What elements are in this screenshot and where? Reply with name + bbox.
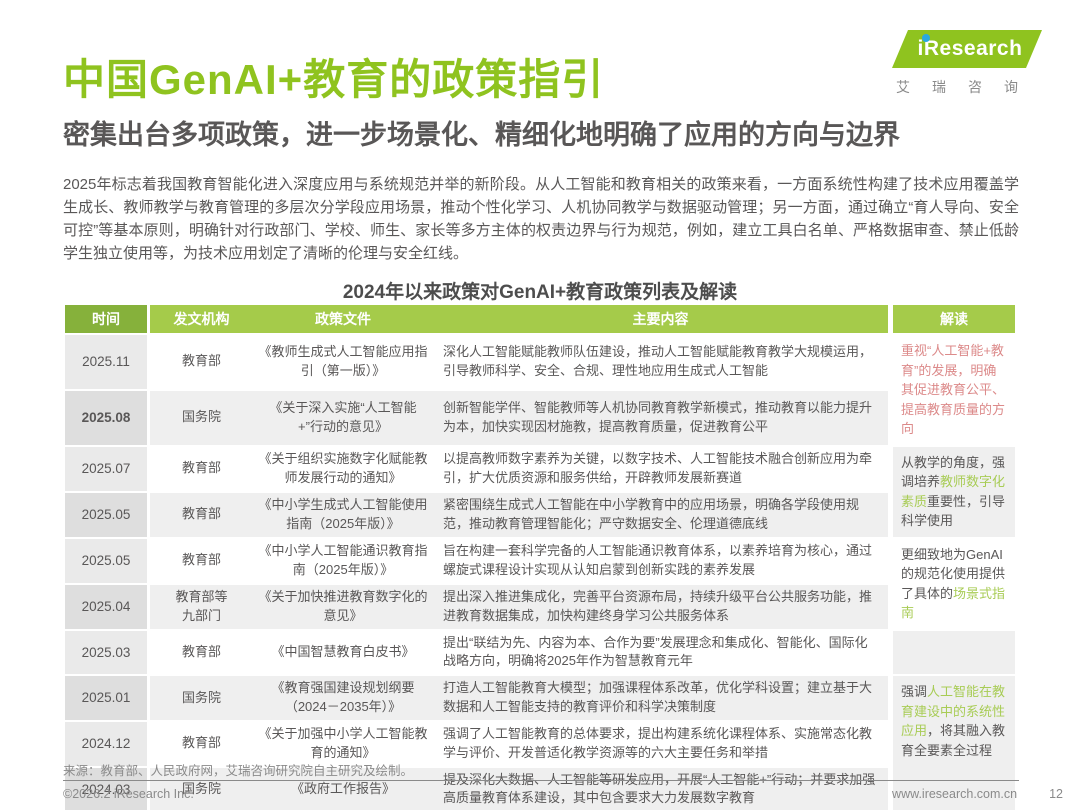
interp-cell: 更细致地为GenAI的规范化使用提供了具体的场景式指南 <box>893 538 1015 629</box>
column-header-org: 发文机构 <box>150 305 253 333</box>
cell-content: 深化人工智能赋能教师队伍建设，推动人工智能赋能教育教学大规模运用，引导教师科学、… <box>433 335 893 389</box>
website-link[interactable]: www.iresearch.com.cn <box>892 787 1018 801</box>
copyright-label: ©2026.2 iResearch Inc. <box>63 787 194 801</box>
cell-time: 2025.07 <box>65 446 150 491</box>
logo-green-parallelogram: iResearch <box>892 30 1042 68</box>
footer-divider <box>63 780 1019 781</box>
column-header-time: 时间 <box>65 305 150 333</box>
cell-time: 2025.01 <box>65 676 150 720</box>
source-note: 来源：教育部、人民政府网，艾瑞咨询研究院自主研究及绘制。 <box>63 764 414 778</box>
logo-brand-text: iResearch <box>917 37 1023 60</box>
cell-doc: 《教育强国建设规划纲要（2024－2035年）》 <box>253 676 433 720</box>
cell-doc: 《关于组织实施数字化赋能教师发展行动的通知》 <box>253 446 433 491</box>
column-header-doc: 政策文件 <box>253 305 433 333</box>
cell-time: 2025.03 <box>65 630 150 675</box>
cell-time: 2025.11 <box>65 335 150 389</box>
cell-content: 旨在构建一套科学完备的人工智能通识教育体系，以素养培育为核心，通过螺旋式课程设计… <box>433 538 893 583</box>
column-header-interp: 解读 <box>893 305 1015 333</box>
interp-cell: 重视“人工智能+教育”的发展，明确其促进教育公平、提高教育质量的方向 <box>893 335 1015 445</box>
cell-org: 教育部 <box>150 630 253 675</box>
cell-time: 2025.05 <box>65 538 150 583</box>
cell-doc: 《关于深入实施“人工智能+”行动的意见》 <box>253 390 433 445</box>
cell-org: 教育部 <box>150 446 253 491</box>
cell-org: 国务院 <box>150 676 253 720</box>
interp-segment: 人工智能在教育建设中的系统性应用 <box>901 684 1006 739</box>
cell-content: 打造人工智能教育大模型；加强课程体系改革，优化学科设置；建立基于大数据和人工智能… <box>433 676 893 720</box>
cell-content: 以提高教师数字素养为关键，以数字技术、人工智能技术融合创新应用为牵引，扩大优质资… <box>433 446 893 491</box>
cell-doc: 《中小学生成式人工智能使用指南（2025年版）》 <box>253 492 433 537</box>
policy-table: 时间 发文机构 政策文件 主要内容 解读 2025.11 教育部 《教师生成式人工智… <box>65 305 1015 810</box>
page-subtitle: 密集出台多项政策，进一步场景化、精细化地明确了应用的方向与边界 <box>63 120 900 150</box>
cell-org: 教育部等 九部门 <box>150 584 253 629</box>
cell-org: 教育部 <box>150 492 253 537</box>
cell-time: 2025.08 <box>65 390 150 445</box>
cell-content: 提出深入推进集成化，完善平台资源布局，持续升级平台公共服务功能，推进教育数据集成… <box>433 584 893 629</box>
cell-time: 2025.04 <box>65 584 150 629</box>
cell-org: 国务院 <box>150 767 253 810</box>
interp-cell: 强调人工智能在教育建设中的系统性应用，将其融入教育全要素全过程 <box>893 676 1015 810</box>
interp-cell <box>893 630 1015 675</box>
interp-segment: 场景式指南 <box>901 585 1006 621</box>
cell-time: 2025.05 <box>65 492 150 537</box>
cell-content: 紧密围绕生成式人工智能在中小学教育中的应用场景，明确各学段使用规范，推动教育管理… <box>433 492 893 537</box>
interp-segment: 重视“人工智能+教育”的发展，明确其促进教育公平、提高教育质量的方向 <box>901 343 1006 436</box>
cell-doc: 《关于加快推进教育数字化的意见》 <box>253 584 433 629</box>
intro-paragraph: 2025年标志着我国教育智能化进入深度应用与系统规范并举的新阶段。从人工智能和教… <box>63 176 1019 262</box>
cell-doc: 《中国智慧教育白皮书》 <box>253 630 433 675</box>
footer-bar: ©2026.2 iResearch Inc. www.iresearch.com… <box>63 787 1063 801</box>
logo-blue-dot-icon <box>922 34 930 42</box>
interp-segment: 重要性，引导科学使用 <box>901 493 1006 529</box>
cell-time: 2024.12 <box>65 721 150 766</box>
cell-content: 提出“联结为先、内容为本、合作为要”发展理念和集成化、智能化、国际化战略方向，明… <box>433 630 893 675</box>
column-header-content: 主要内容 <box>433 305 893 333</box>
cell-doc: 《关于加强中小学人工智能教育的通知》 <box>253 721 433 766</box>
cell-content: 提及深化大数据、人工智能等研发应用，开展“人工智能+”行动；并要求加强高质量教育… <box>433 767 893 810</box>
cell-org: 教育部 <box>150 335 253 389</box>
logo-brand-cn: 艾瑞咨询 <box>896 79 1040 95</box>
cell-org: 教育部 <box>150 538 253 583</box>
interp-segment: 从教学的角度，强调培养 <box>901 454 1006 490</box>
cell-org: 国务院 <box>150 390 253 445</box>
cell-content: 强调了人工智能教育的总体要求，提出构建系统化课程体系、实施常态化教学与评价、开发… <box>433 721 893 766</box>
interp-segment: ，将其融入教育全要素全过程 <box>901 723 1006 758</box>
interp-cell: 从教学的角度，强调培养教师数字化素质重要性，引导科学使用 <box>893 446 1015 537</box>
table-title: 2024年以来政策对GenAI+教育政策列表及解读 <box>342 282 738 303</box>
cell-time: 2024.03 <box>65 767 150 810</box>
interp-segment: 更细致地为GenAI的规范化使用提供了具体的 <box>901 546 1006 601</box>
cell-doc: 《中小学人工智能通识教育指南（2025年版）》 <box>253 538 433 583</box>
page-title: 中国GenAI+教育的政策指引 <box>63 56 605 103</box>
iresearch-logo: iResearch 艾瑞咨询 <box>892 30 1052 97</box>
page-number: 12 <box>1049 787 1063 801</box>
cell-content: 创新智能学伴、智能教师等人机协同教育教学新模式，推动教育以能力提升为本，加快实现… <box>433 390 893 445</box>
interp-segment: 强调 <box>901 684 928 700</box>
cell-doc: 《政府工作报告》 <box>253 767 433 810</box>
cell-doc: 《教师生成式人工智能应用指引（第一版）》 <box>253 335 433 389</box>
cell-org: 教育部 <box>150 721 253 766</box>
interp-segment: 教师数字化素质 <box>901 474 1006 509</box>
